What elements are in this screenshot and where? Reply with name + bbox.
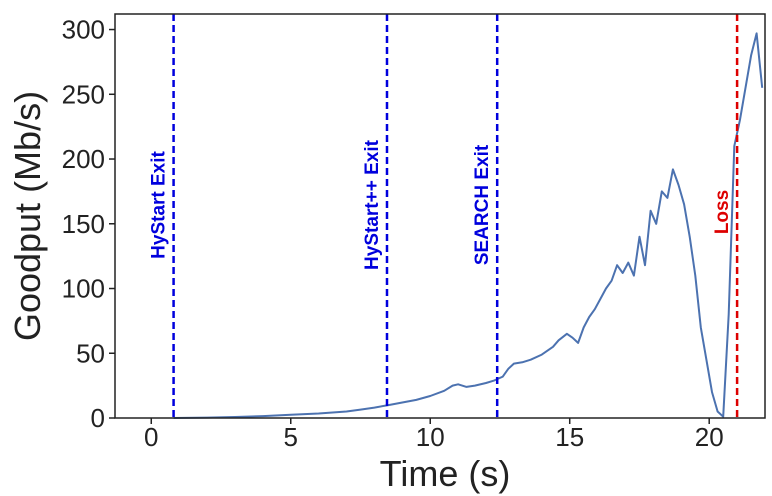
x-tick-label-2: 10 bbox=[416, 422, 445, 452]
y-tick-label-2: 100 bbox=[62, 274, 105, 304]
x-axis-title: Time (s) bbox=[380, 453, 511, 494]
annotation-label-0: HyStart Exit bbox=[149, 150, 170, 258]
x-tick-label-0: 0 bbox=[144, 422, 158, 452]
y-tick-label-3: 150 bbox=[62, 209, 105, 239]
y-tick-label-1: 50 bbox=[76, 338, 105, 368]
plot-area: HyStart Exit HyStart++ Exit SEARCH Exit Los… bbox=[149, 14, 764, 419]
y-axis: 0 50 100 150 200 250 300 bbox=[62, 15, 115, 433]
x-tick-label-1: 5 bbox=[284, 422, 298, 452]
annotation-label-3: Loss bbox=[712, 190, 733, 234]
y-tick-label-0: 0 bbox=[91, 403, 105, 433]
y-tick-label-4: 200 bbox=[62, 144, 105, 174]
plot-frame bbox=[114, 13, 766, 419]
annotation-label-2: SEARCH Exit bbox=[472, 144, 493, 265]
x-tick-label-4: 20 bbox=[695, 422, 724, 452]
y-tick-label-6: 300 bbox=[62, 15, 105, 45]
x-tick-label-3: 15 bbox=[555, 422, 584, 452]
y-tick-label-5: 250 bbox=[62, 79, 105, 109]
series-line-0 bbox=[173, 32, 764, 419]
x-axis: 0 5 10 15 20 bbox=[144, 418, 724, 452]
y-axis-title: Goodput (Mb/s) bbox=[7, 91, 48, 341]
annotation-label-1: HyStart++ Exit bbox=[362, 139, 383, 270]
